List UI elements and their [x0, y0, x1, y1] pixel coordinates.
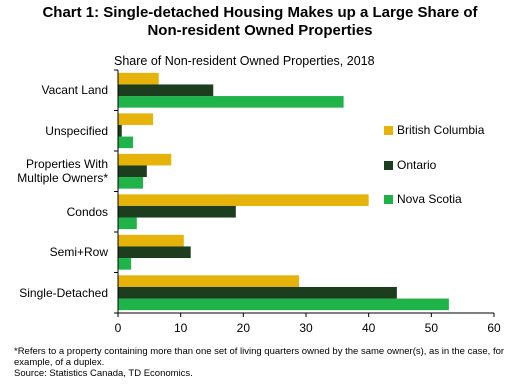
x-tick-label: 10: [174, 321, 188, 335]
footnote-block: *Refers to a property containing more th…: [14, 346, 509, 379]
y-tick-label: Properties With Multiple Owners*: [17, 157, 108, 186]
x-tick-label: 0: [115, 321, 122, 335]
y-tick-label: Vacant Land: [41, 83, 109, 98]
chart-title: Chart 1: Single-detached Housing Makes u…: [42, 4, 478, 39]
legend-swatch: [384, 161, 393, 170]
chart-subtitle: Share of Non-resident Owned Properties, …: [114, 54, 375, 68]
bar: [118, 136, 134, 149]
bar: [118, 246, 191, 259]
bar: [118, 258, 132, 270]
bar: [118, 165, 147, 178]
legend-label: British Columbia: [397, 123, 485, 137]
source: Source: Statistics Canada, TD Economics.: [14, 368, 193, 379]
legend-swatch: [384, 195, 393, 204]
bar: [118, 113, 154, 125]
bar: [118, 205, 236, 218]
bar: [118, 124, 122, 137]
y-tick-label: Single-Detached: [19, 285, 108, 300]
x-tick-label: 40: [362, 321, 376, 335]
bar: [118, 286, 397, 299]
bar: [118, 217, 137, 230]
bar: [118, 298, 449, 311]
y-tick-label: Unspecified: [45, 123, 108, 138]
bar: [118, 153, 172, 166]
x-tick-label: 50: [425, 321, 439, 335]
bar: [118, 194, 369, 206]
bar: [118, 234, 184, 247]
x-tick-label: 60: [487, 321, 501, 335]
legend-label: Ontario: [397, 158, 437, 172]
y-tick-label: Semi+Row: [49, 245, 108, 260]
bar: [118, 177, 144, 189]
bar: [118, 96, 344, 108]
y-tick-label: Condos: [66, 204, 108, 219]
bar: [118, 72, 159, 85]
legend-label: Nova Scotia: [397, 192, 462, 206]
x-tick-label: 30: [299, 321, 313, 335]
footnote: *Refers to a property containing more th…: [14, 346, 505, 368]
bar: [118, 275, 300, 287]
legend-swatch: [384, 126, 393, 135]
bar: [118, 84, 214, 97]
x-tick-label: 20: [237, 321, 251, 335]
